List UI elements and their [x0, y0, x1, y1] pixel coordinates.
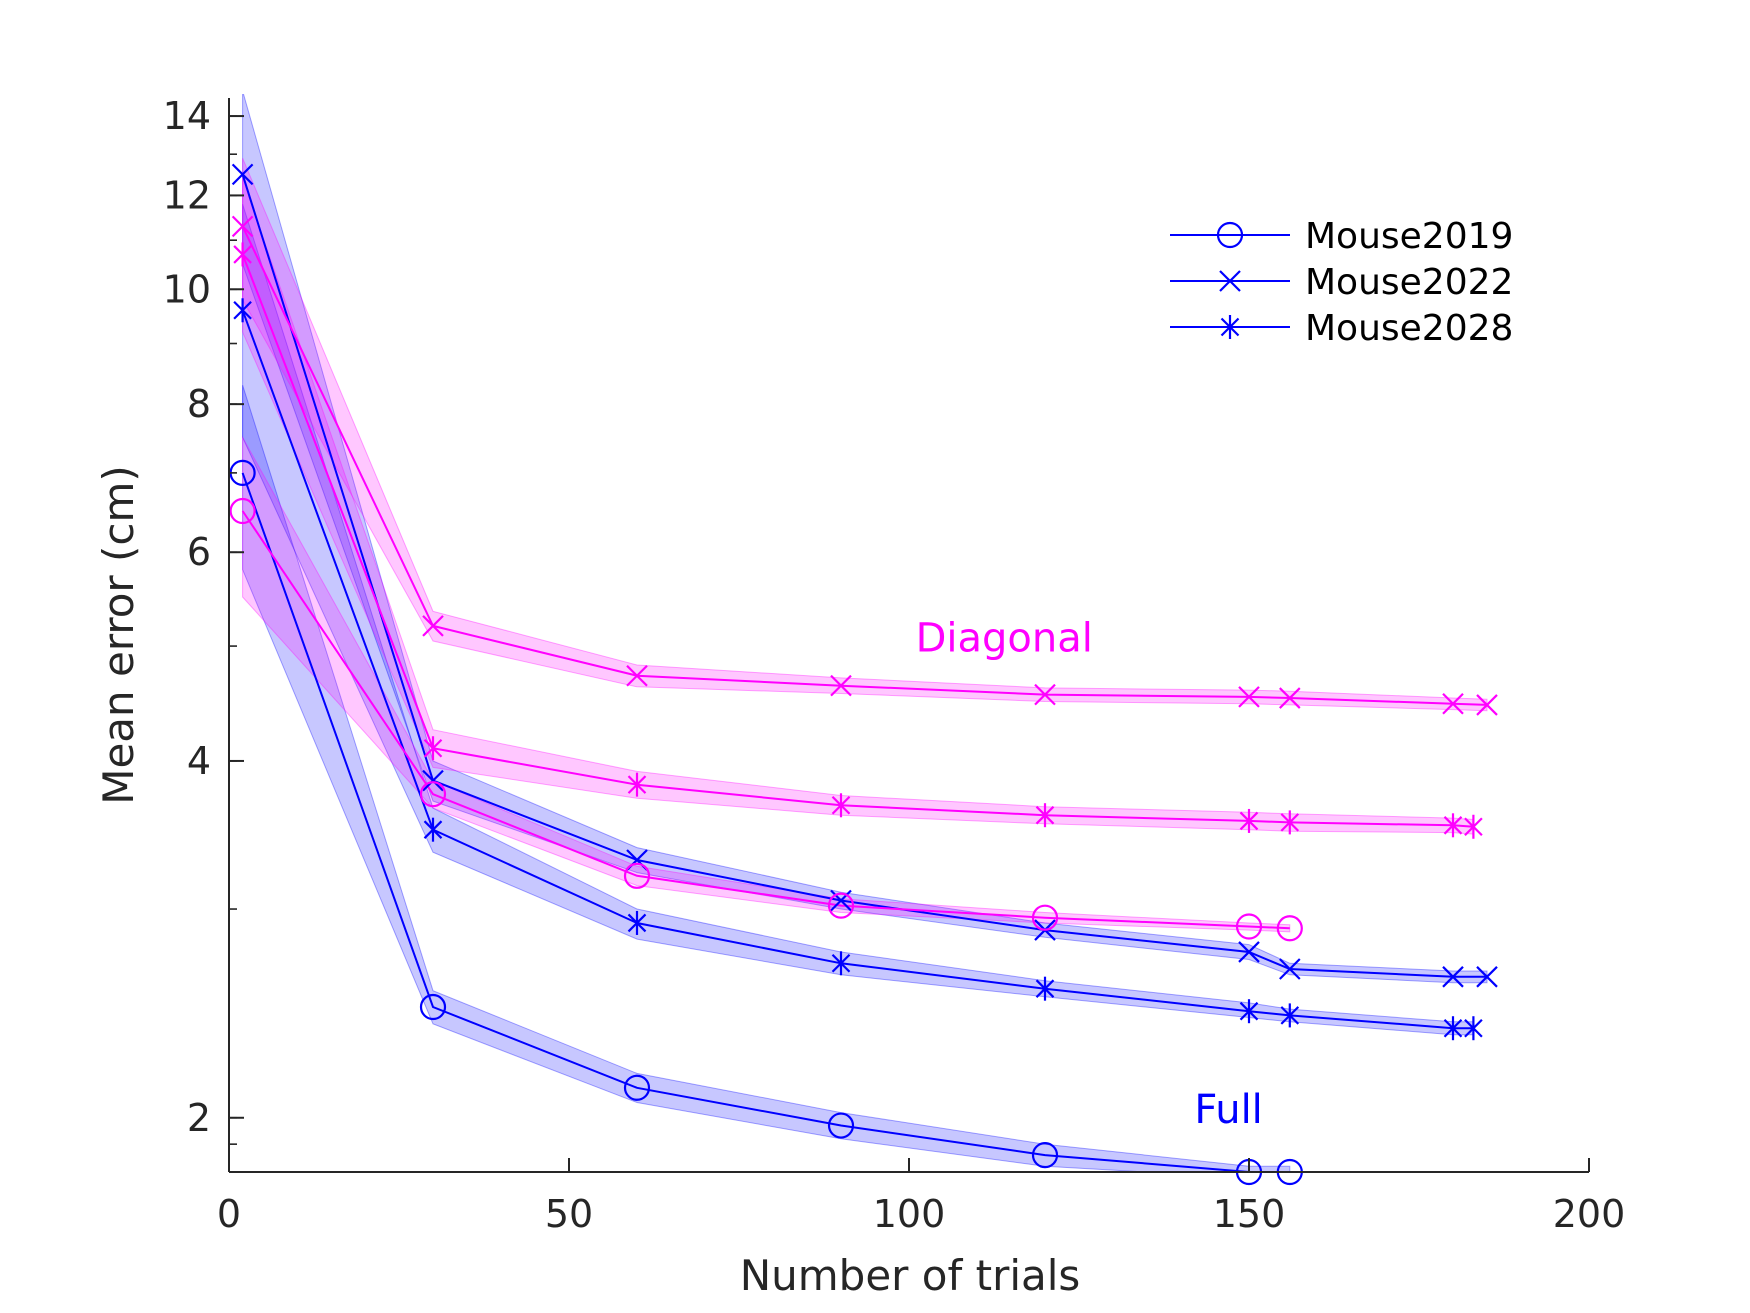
marker-full-mouse2022-6	[1279, 958, 1301, 980]
y-tick-label: 2	[187, 1096, 211, 1140]
marker-diagonal-mouse2019-4	[1031, 904, 1059, 931]
y-tick-label: 4	[187, 739, 211, 783]
marker-diagonal-mouse2019-3	[827, 892, 855, 919]
band-diagonal-mouse2019	[242, 435, 1291, 933]
y-axis-label: Mean error (cm)	[94, 465, 143, 805]
marker-diagonal-mouse2028-7	[1443, 813, 1463, 838]
marker-diagonal-mouse2022-1	[422, 615, 444, 637]
legend-label: Mouse2019	[1305, 216, 1513, 257]
marker-full-mouse2028-4	[1035, 976, 1055, 1001]
x-tick-label: 200	[1553, 1192, 1626, 1236]
marker-full-mouse2022-0	[231, 163, 254, 186]
marker-diagonal-mouse2028-5	[1239, 808, 1259, 833]
y-tick-label: 14	[163, 94, 211, 138]
x-tick-label: 150	[1213, 1192, 1286, 1236]
line-full-mouse2022	[241, 174, 1487, 978]
y-tick-label: 12	[163, 173, 211, 217]
marker-full-mouse2022-3	[830, 889, 852, 912]
marker-full-mouse2022-5	[1238, 941, 1260, 963]
marker-full-mouse2028-8	[1464, 1016, 1483, 1041]
annotations: Diagonal Full	[916, 615, 1263, 1133]
marker-full-mouse2022-1	[422, 769, 444, 792]
x-tick-label: 100	[873, 1192, 946, 1236]
marker-full-mouse2028-6	[1280, 1003, 1300, 1028]
band-diagonal-mouse2022	[242, 158, 1488, 712]
marker-full-mouse2019-3	[827, 1112, 855, 1139]
x-tick-label: 50	[545, 1192, 593, 1236]
marker-full-mouse2019-4	[1031, 1142, 1059, 1169]
marker-full-mouse2028-3	[831, 951, 851, 976]
x-tick-label: 0	[217, 1192, 241, 1236]
marker-diagonal-mouse2019-5	[1235, 913, 1263, 940]
marker-diagonal-mouse2022-6	[1279, 687, 1301, 709]
marker-full-mouse2028-0	[233, 298, 252, 323]
marker-diagonal-mouse2022-4	[1034, 683, 1056, 706]
marker-diagonal-mouse2028-4	[1035, 803, 1055, 828]
legend-marker	[1216, 221, 1244, 249]
series-markers	[229, 163, 1498, 1186]
marker-diagonal-mouse2028-1	[423, 736, 443, 761]
annotation-full: Full	[1194, 1087, 1262, 1133]
legend-label: Mouse2022	[1305, 262, 1513, 303]
band-full-mouse2022	[242, 94, 1488, 984]
marker-diagonal-mouse2028-8	[1464, 814, 1483, 839]
marker-diagonal-mouse2019-1	[419, 781, 447, 808]
legend-entry-mouse2019: Mouse2019	[1170, 216, 1513, 257]
marker-full-mouse2019-1	[419, 993, 447, 1021]
y-tick-label: 6	[187, 530, 211, 574]
marker-diagonal-mouse2019-2	[623, 862, 651, 889]
y-tick-label: 8	[187, 382, 211, 426]
legend: Mouse2019 Mouse2022 Mouse2028	[1170, 216, 1513, 349]
marker-full-mouse2028-1	[423, 817, 443, 842]
marker-diagonal-mouse2022-8	[1476, 694, 1498, 716]
line-diagonal-mouse2019	[241, 510, 1290, 930]
legend-label: Mouse2028	[1305, 308, 1513, 349]
band-full-mouse2019	[242, 385, 1291, 1172]
legend-marker	[1219, 270, 1241, 292]
marker-full-mouse2022-7	[1442, 966, 1464, 988]
marker-diagonal-mouse2022-7	[1442, 692, 1464, 715]
marker-diagonal-mouse2028-3	[831, 793, 851, 818]
marker-diagonal-mouse2019-0	[229, 497, 256, 525]
y-tick-label: 10	[163, 267, 211, 311]
marker-full-mouse2028-5	[1239, 999, 1259, 1024]
marker-full-mouse2028-2	[627, 910, 647, 935]
marker-diagonal-mouse2028-0	[233, 242, 252, 267]
marker-diagonal-mouse2028-6	[1280, 810, 1300, 835]
legend-entry-mouse2022: Mouse2022	[1170, 262, 1513, 303]
marker-full-mouse2019-2	[623, 1074, 651, 1101]
marker-diagonal-mouse2022-0	[231, 215, 254, 238]
marker-full-mouse2022-8	[1476, 966, 1498, 988]
legend-entry-mouse2028: Mouse2028	[1170, 308, 1513, 349]
marker-diagonal-mouse2019-6	[1276, 915, 1303, 942]
marker-diagonal-mouse2022-2	[626, 664, 648, 687]
tick-marks: 0 50 100 150 200 2 4 6 8 10 12 14	[163, 94, 1626, 1236]
marker-diagonal-mouse2028-2	[627, 772, 647, 797]
legend-marker	[1220, 315, 1240, 339]
confidence-bands	[242, 94, 1488, 1172]
marker-diagonal-mouse2022-3	[830, 674, 852, 697]
annotation-diagonal: Diagonal	[916, 615, 1093, 661]
line-full-mouse2028	[241, 309, 1474, 1030]
marker-diagonal-mouse2022-5	[1238, 686, 1260, 708]
x-axis-label: Number of trials	[740, 1251, 1081, 1300]
marker-full-mouse2028-7	[1443, 1016, 1463, 1041]
